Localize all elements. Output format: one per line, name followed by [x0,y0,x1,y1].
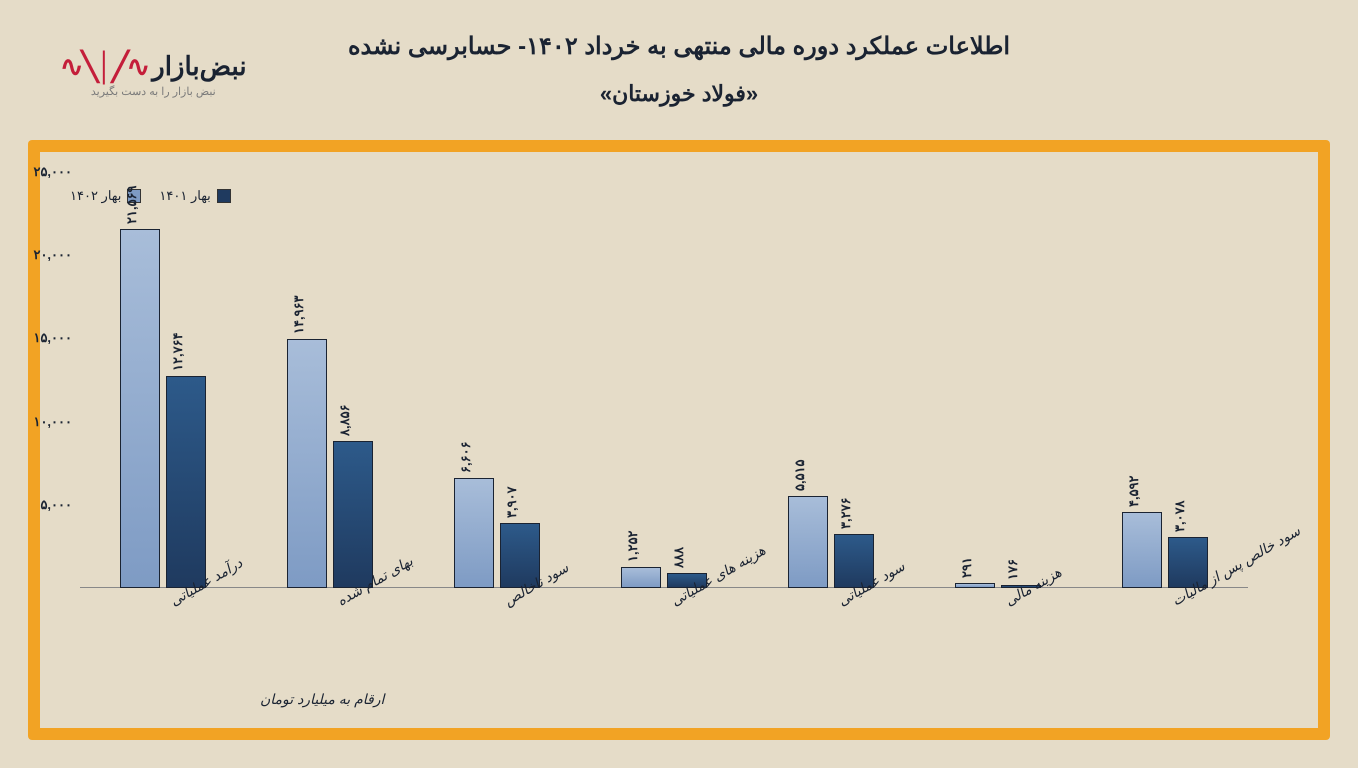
bar-value-label: ۱۲,۷۶۴ [170,332,186,371]
bar-group: ۱۲,۷۶۴۲۱,۵۶۹درآمد عملیاتی [80,172,247,588]
bar-1402: ۲۹۱ [955,583,995,588]
bar-value-label: ۴,۵۹۲ [1126,475,1142,507]
bar-1401: ۱۲,۷۶۴ [166,376,206,588]
y-tick: ۱۵,۰۰۰ [33,330,72,346]
bar-1401: ۸,۸۵۶ [333,441,373,588]
unit-footnote: ارقام به میلیارد تومان [260,691,384,708]
bar-value-label: ۶,۶۰۶ [458,442,474,474]
bar-group: ۱۷۶۲۹۱هزینه مالی [914,172,1081,588]
y-tick: ۲۰,۰۰۰ [33,247,72,263]
chart-area: بهار ۱۴۰۱ بهار ۱۴۰۲ ۲۵,۰۰۰۲۰,۰۰۰۱۵,۰۰۰۱۰… [40,152,1318,728]
bar-value-label: ۵,۵۱۵ [792,460,808,492]
y-tick: ۱۰,۰۰۰ [33,414,72,430]
bar-1402: ۱,۲۵۲ [621,567,661,588]
bar-1402: ۲۱,۵۶۹ [120,229,160,588]
bar-value-label: ۱۴,۹۶۳ [291,296,307,335]
bar-group: ۳,۲۷۶۵,۵۱۵سود عملیاتی [747,172,914,588]
bar-value-label: ۳,۹۰۷ [504,486,520,518]
bar-value-label: ۳,۲۷۶ [838,497,854,529]
bar-value-label: ۲۹۱ [959,557,975,578]
bar-1402: ۶,۶۰۶ [454,478,494,588]
bar-group: ۸۸۸۱,۲۵۲هزینه های عملیاتی [581,172,748,588]
bar-1402: ۵,۵۱۵ [788,496,828,588]
bar-group: ۳,۹۰۷۶,۶۰۶سود ناخالص [414,172,581,588]
bar-group: ۸,۸۵۶۱۴,۹۶۳بهای تمام شده [247,172,414,588]
y-tick: ۲۵,۰۰۰ [33,164,72,180]
bar-value-label: ۲۱,۵۶۹ [124,186,140,225]
bar-group: ۳,۰۷۸۴,۵۹۲سود خالص پس از مالیات [1081,172,1248,588]
header-block: اطلاعات عملکرد دوره مالی منتهی به خرداد … [0,32,1358,107]
bar-groups: ۱۲,۷۶۴۲۱,۵۶۹درآمد عملیاتی۸,۸۵۶۱۴,۹۶۳بهای… [80,172,1248,588]
bar-1402: ۴,۵۹۲ [1122,512,1162,588]
chart-frame: بهار ۱۴۰۱ بهار ۱۴۰۲ ۲۵,۰۰۰۲۰,۰۰۰۱۵,۰۰۰۱۰… [28,140,1330,740]
y-tick: ۵,۰۰۰ [40,497,72,513]
bar-value-label: ۱,۲۵۲ [625,531,641,563]
page-subtitle: «فولاد خوزستان» [0,81,1358,107]
page-title: اطلاعات عملکرد دوره مالی منتهی به خرداد … [0,32,1358,61]
bar-value-label: ۱۷۶ [1005,559,1021,580]
bar-1402: ۱۴,۹۶۳ [287,339,327,588]
bar-value-label: ۳,۰۷۸ [1172,500,1188,532]
bar-value-label: ۸,۸۵۶ [337,404,353,436]
bar-value-label: ۸۸۸ [671,547,687,568]
y-axis: ۲۵,۰۰۰۲۰,۰۰۰۱۵,۰۰۰۱۰,۰۰۰۵,۰۰۰ [10,172,80,588]
plot-region: ۲۵,۰۰۰۲۰,۰۰۰۱۵,۰۰۰۱۰,۰۰۰۵,۰۰۰ ۱۲,۷۶۴۲۱,۵… [80,172,1248,588]
